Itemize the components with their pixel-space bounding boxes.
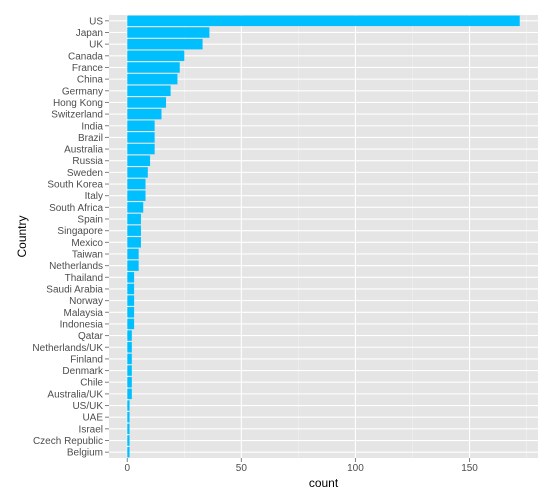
y-tick-label: Russia: [72, 156, 103, 167]
y-tick-label: South Korea: [47, 180, 103, 191]
bar: [127, 411, 130, 423]
y-tick-label: US: [89, 16, 103, 27]
bar: [127, 248, 139, 260]
y-tick-label: South Africa: [49, 203, 103, 214]
bar: [127, 435, 130, 446]
y-tick-label: Italy: [85, 191, 103, 202]
y-tick-label: India: [81, 121, 103, 132]
minor-gridlines: [184, 15, 527, 458]
bar: [127, 143, 155, 155]
y-tick-label: Saudi Arabia: [46, 284, 103, 295]
bar: [127, 260, 139, 271]
y-tick-label: Chile: [80, 378, 103, 389]
y-tick-label: Germany: [62, 86, 103, 97]
y-tick-label: Mexico: [71, 238, 103, 249]
y-tick-label: Finland: [70, 354, 103, 365]
bar: [127, 120, 155, 131]
bar: [127, 190, 146, 201]
x-tick-label: 100: [347, 463, 364, 474]
y-tick-label: China: [77, 75, 104, 86]
bar: [127, 388, 132, 400]
y-tick-label: Norway: [69, 296, 103, 307]
bar: [127, 353, 132, 365]
bar: [127, 108, 162, 120]
bar: [127, 73, 178, 85]
y-tick-label: Indonesia: [60, 319, 104, 330]
y-tick-label: Netherlands: [49, 261, 103, 272]
x-axis-title: count: [309, 476, 339, 490]
bar: [127, 272, 135, 283]
bar: [127, 15, 520, 27]
bar: [127, 307, 135, 318]
bar: [127, 155, 151, 166]
y-tick-label: UK: [89, 40, 103, 51]
y-tick-label: Thailand: [65, 273, 103, 284]
y-tick-label: UAE: [82, 413, 103, 424]
bar: [127, 423, 130, 435]
y-tick-label: Taiwan: [72, 249, 103, 260]
plot-panel: [109, 15, 538, 458]
y-tick-label: Sweden: [67, 168, 103, 179]
bar: [127, 62, 180, 73]
y-tick-label: Netherlands/UK: [32, 343, 103, 354]
y-tick-label: Hong Kong: [53, 98, 103, 109]
y-tick-label: Czech Republic: [33, 436, 103, 447]
bars: [127, 15, 520, 458]
y-tick-label: Spain: [77, 215, 103, 226]
bar: [127, 295, 135, 306]
bar: [127, 225, 141, 236]
y-tick-label: Brazil: [78, 133, 103, 144]
y-tick-label: France: [72, 63, 104, 74]
y-tick-label: Israel: [79, 424, 103, 435]
x-axis: 0 50 100 150: [124, 458, 478, 474]
bar: [127, 50, 185, 62]
bar: [127, 97, 167, 108]
y-tick-label: Australia: [64, 145, 103, 156]
x-tick-label: 150: [461, 463, 478, 474]
bar: [127, 318, 135, 330]
bar: [127, 167, 148, 178]
bar: [127, 38, 203, 50]
y-tick-label: Switzerland: [51, 110, 103, 121]
y-tick-label: Australia/UK: [47, 389, 103, 400]
y-tick-label: Malaysia: [64, 308, 104, 319]
bar: [127, 283, 135, 295]
bar: [127, 213, 141, 225]
bar: [127, 376, 132, 388]
bar: [127, 132, 155, 143]
bar: [127, 202, 144, 213]
y-tick-label: Singapore: [57, 226, 103, 237]
y-tick-label: Qatar: [78, 331, 104, 342]
major-gridlines: [109, 15, 538, 458]
y-tick-label: US/UK: [72, 401, 103, 412]
bar: [127, 85, 171, 97]
bar: [127, 237, 141, 248]
bar: [127, 446, 130, 458]
x-tick-label: 50: [236, 463, 248, 474]
bar: [127, 365, 132, 376]
y-tick-label: Japan: [76, 28, 103, 39]
y-tick-label: Denmark: [62, 366, 104, 377]
bar: [127, 27, 210, 38]
bar: [127, 342, 132, 353]
x-tick-label: 0: [124, 463, 130, 474]
bar: [127, 178, 146, 190]
y-axis-title: Country: [15, 215, 29, 257]
bar: [127, 330, 132, 341]
bar: [127, 400, 130, 411]
y-tick-label: Belgium: [67, 448, 103, 459]
y-tick-label: Canada: [68, 51, 103, 62]
